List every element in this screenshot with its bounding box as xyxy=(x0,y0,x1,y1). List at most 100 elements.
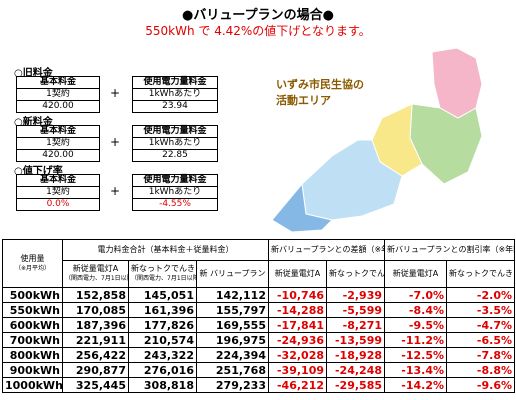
cell: 0.0% xyxy=(46,199,70,209)
data-row: 900kWh 290,877 276,016 251,768 -39,109 -24,24… xyxy=(2,362,515,378)
text: 新 バリュープラン xyxy=(199,269,266,278)
note: （関西電力、7月1日以降） xyxy=(65,275,128,282)
cell: 1契約 xyxy=(17,138,99,150)
value: -24,936 xyxy=(268,332,327,348)
cell: 420.00 xyxy=(42,150,74,160)
value: -17,841 xyxy=(268,317,327,333)
value: -8.4% xyxy=(384,302,447,318)
fee-table: 基本料金 1契約 0.0% xyxy=(16,174,100,211)
title: ●バリュープランの場合● xyxy=(182,8,334,23)
subheader: 新なっトクでんき （関西電力、7月1日以降） xyxy=(128,260,197,288)
value: -7.0% xyxy=(384,287,447,303)
group-header: 新バリュープランとの差額（※年間） xyxy=(268,239,385,261)
value: -9.6% xyxy=(446,377,515,393)
cell: 22.85 xyxy=(162,150,188,160)
text: 新従量電灯A xyxy=(72,264,119,273)
cell: 基本料金 xyxy=(17,175,99,187)
note: （※月平均） xyxy=(14,264,51,272)
price-table: 使用量 （※月平均） 電力料金合計（基本料金＋従量料金） 新バリュープランとの差額（※… xyxy=(2,239,515,393)
subheader-row: 新従量電灯A （関西電力、7月1日以降）新なっトクでんき（関西電力、7月1日以降）… xyxy=(3,260,515,288)
map-title: 活動エリア xyxy=(276,93,331,107)
value: -5,599 xyxy=(326,302,385,318)
fee-table: 基本料金 1契約 420.00 xyxy=(16,125,100,162)
cell: 使用電力量料金 xyxy=(133,77,217,89)
usage: 1000kWh xyxy=(2,377,63,393)
header-row: 使用量 （※月平均） 電力料金合計（基本料金＋従量料金） 新バリュープランとの差額（※… xyxy=(2,239,515,288)
map: いずみ市民生協の 活動エリア xyxy=(271,47,483,233)
value: -12.5% xyxy=(384,347,447,363)
subtitle: 550kWh で 4.42%の値下げとなります。 xyxy=(145,24,371,38)
data-row: 500kWh 152,858 145,051 142,112 -10,746 -2,939… xyxy=(2,287,515,303)
cell: 使用電力量料金 xyxy=(133,175,217,187)
usage: 700kWh xyxy=(2,332,63,348)
value: 177,826 xyxy=(128,317,197,333)
cell: 1kWhあたり xyxy=(133,138,217,150)
cell: 使用電力量料金 xyxy=(133,126,217,138)
value: -9.5% xyxy=(384,317,447,333)
fee-label: ○値下げ率 xyxy=(14,166,63,177)
text: 新従量電灯A xyxy=(392,269,439,278)
fee-label: ○新料金 xyxy=(14,117,53,128)
cell: -4.55% xyxy=(159,199,191,209)
data-row: 600kWh 187,396 177,826 169,555 -17,841 -8,271… xyxy=(2,317,515,333)
value: -4.7% xyxy=(446,317,515,333)
subheader: 新従量電灯A xyxy=(268,260,327,288)
text: 電力料金合計（基本料金＋従量料金） xyxy=(97,245,234,254)
value: -39,109 xyxy=(268,362,327,378)
cell: 420.00 xyxy=(42,101,74,111)
text: 新なっトクでんき xyxy=(329,269,385,278)
value: 142,112 xyxy=(196,287,269,303)
value: -18,928 xyxy=(326,347,385,363)
cell: 1契約 xyxy=(17,89,99,101)
fee-table: 使用電力量料金 1kWhあたり 22.85 xyxy=(132,125,218,162)
value: -8,271 xyxy=(326,317,385,333)
text: 新なっトクでんき xyxy=(131,264,195,273)
value: -13,599 xyxy=(326,332,385,348)
value: 155,797 xyxy=(196,302,269,318)
text: 新バリュープランとの差額（※年間） xyxy=(271,245,384,254)
value: -29,585 xyxy=(326,377,385,393)
fee-table: 基本料金 1契約 420.00 xyxy=(16,76,100,113)
value: -14,288 xyxy=(268,302,327,318)
group-header: 新バリュープランとの割引率（※年間） xyxy=(384,239,515,261)
value: -32,028 xyxy=(268,347,327,363)
value: 221,911 xyxy=(62,332,129,348)
value: -46,212 xyxy=(268,377,327,393)
value: 251,768 xyxy=(196,362,269,378)
value: -8.8% xyxy=(446,362,515,378)
map-region xyxy=(271,182,333,233)
cell: 1kWhあたり xyxy=(133,187,217,199)
value: 196,975 xyxy=(196,332,269,348)
value: -11.2% xyxy=(384,332,447,348)
value: 224,394 xyxy=(196,347,269,363)
plus: + xyxy=(110,184,121,198)
value: 210,574 xyxy=(128,332,197,348)
value: 170,085 xyxy=(62,302,129,318)
usage-header: 使用量 （※月平均） xyxy=(2,239,63,288)
value: -7.8% xyxy=(446,347,515,363)
value: -10,746 xyxy=(268,287,327,303)
value: 152,858 xyxy=(62,287,129,303)
value: 161,396 xyxy=(128,302,197,318)
usage: 800kWh xyxy=(2,347,63,363)
cell: 1契約 xyxy=(17,187,99,199)
value: 279,233 xyxy=(196,377,269,393)
subheader: 新従量電灯A （関西電力、7月1日以降） xyxy=(62,260,129,288)
subheader: 新なっトクでんき xyxy=(446,260,515,288)
cell: 基本料金 xyxy=(17,77,99,89)
text: 新従量電灯A xyxy=(274,269,321,278)
fee-label: ○旧料金 xyxy=(14,68,53,79)
fee-table: 使用電力量料金 1kWhあたり -4.55% xyxy=(132,174,218,211)
subheader: 新 バリュープラン xyxy=(196,260,269,288)
plus: + xyxy=(110,86,121,100)
data-row: 550kWh 170,085 161,396 155,797 -14,288 -5,599… xyxy=(2,302,515,318)
value: -13.4% xyxy=(384,362,447,378)
text: 新バリュープランとの割引率（※年間） xyxy=(387,245,514,254)
value: -3.5% xyxy=(446,302,515,318)
text: 使用量 xyxy=(20,253,45,263)
cell: 23.94 xyxy=(162,101,188,111)
value: 169,555 xyxy=(196,317,269,333)
subheader: 新なっトクでんき xyxy=(326,260,385,288)
fee-table: 使用電力量料金 1kWhあたり 23.94 xyxy=(132,76,218,113)
